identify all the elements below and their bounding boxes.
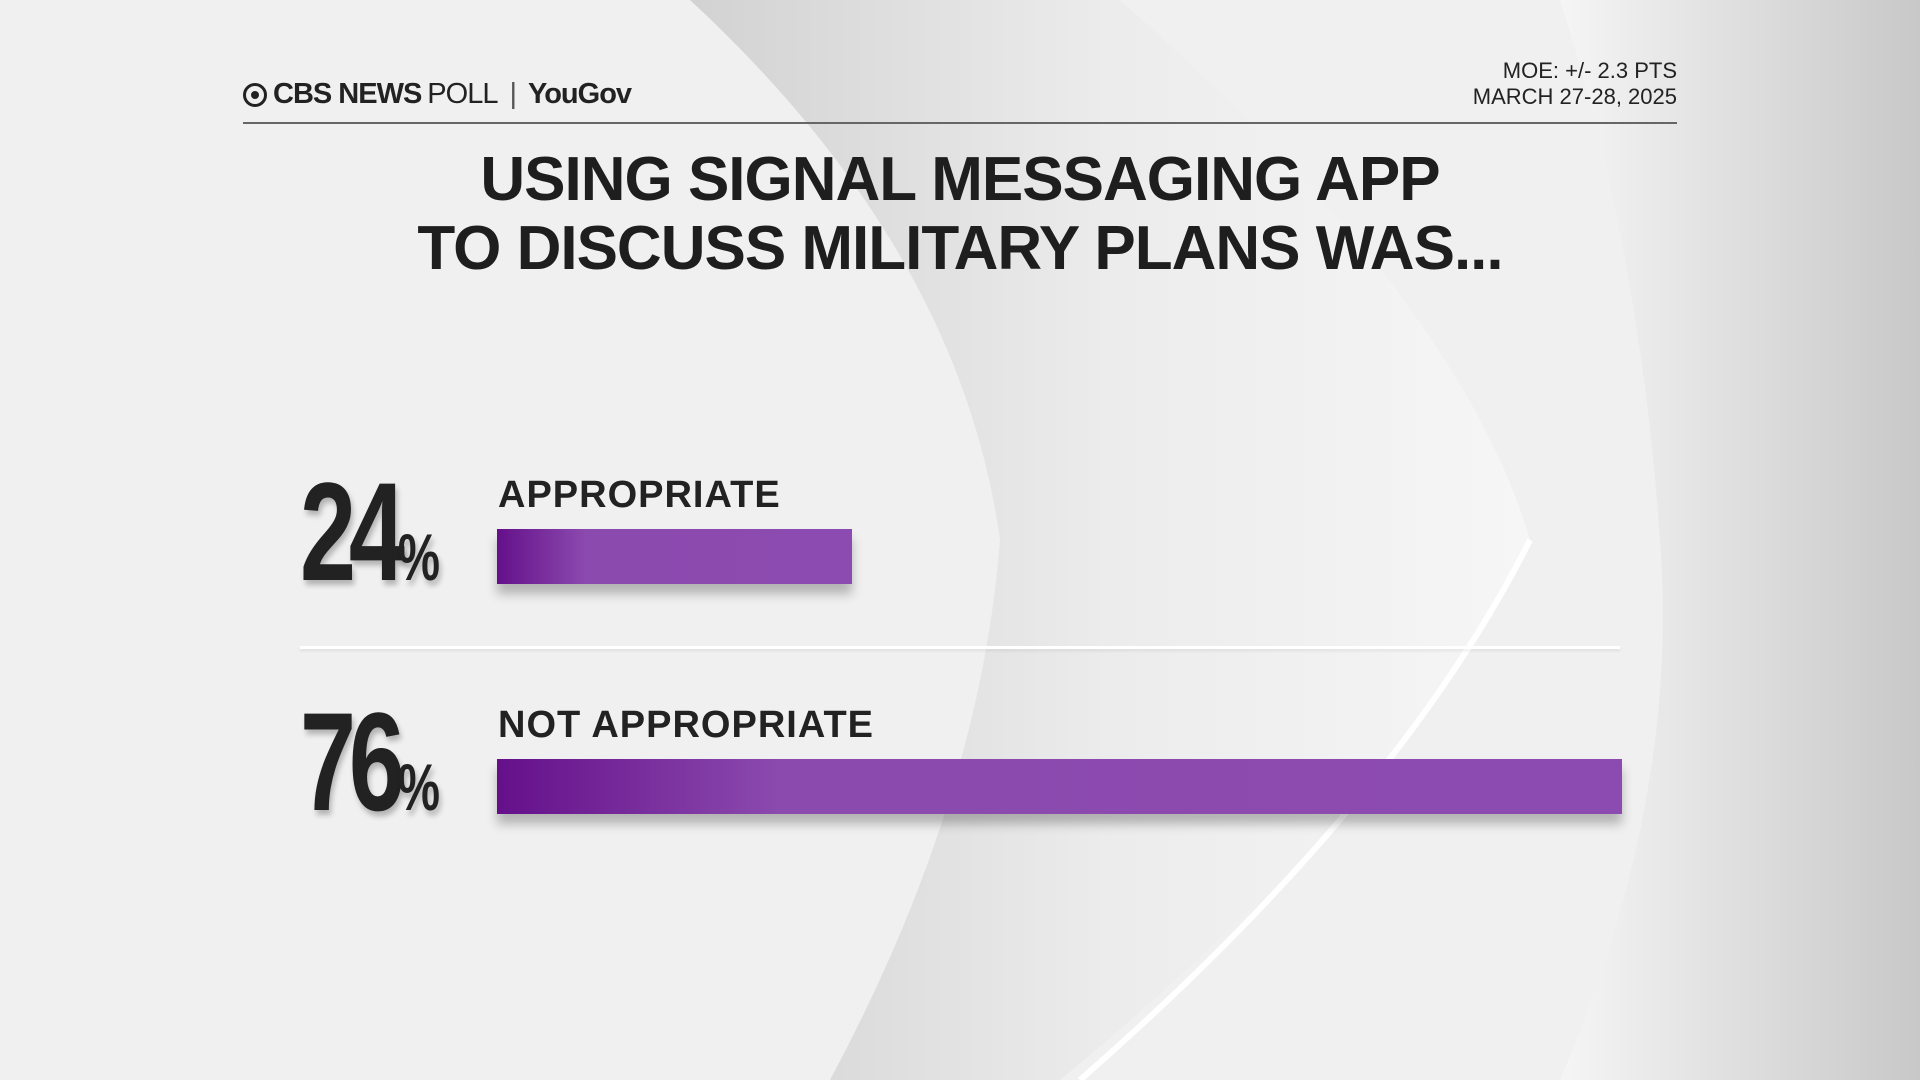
value-number: 24 <box>300 453 405 610</box>
header-rule <box>243 122 1677 124</box>
category-label-0: APPROPRIATE <box>498 474 781 516</box>
logo-yougov: YouGov <box>528 78 632 110</box>
category-label-1: NOT APPROPRIATE <box>498 704 875 746</box>
cbs-eye-icon <box>243 82 267 107</box>
logo-cbs-news: CBS NEWS <box>273 78 422 110</box>
title-line-1: USING SIGNAL MESSAGING APP <box>480 145 1440 214</box>
chart-title: USING SIGNAL MESSAGING APP TO DISCUSS MI… <box>0 145 1920 283</box>
percent-sign: % <box>397 750 440 824</box>
percent-sign: % <box>397 520 440 594</box>
value-number: 76 <box>300 683 405 840</box>
bar-1 <box>497 759 1622 814</box>
poll-date: MARCH 27-28, 2025 <box>1472 84 1677 109</box>
cbs-news-poll-yougov-logo: CBS NEWS POLL | YouGov <box>243 78 632 111</box>
value-label-1: 76% <box>300 692 440 847</box>
poll-info: MOE: +/- 2.3 PTS MARCH 27-28, 2025 <box>1473 58 1677 110</box>
row-divider <box>300 646 1620 649</box>
logo-poll: POLL <box>427 78 498 110</box>
title-line-2: TO DISCUSS MILITARY PLANS WAS... <box>417 214 1503 283</box>
logo-separator: | <box>509 78 517 110</box>
bar-0 <box>497 529 853 584</box>
margin-of-error: MOE: +/- 2.3 PTS <box>1502 58 1677 83</box>
value-label-0: 24% <box>300 462 440 617</box>
